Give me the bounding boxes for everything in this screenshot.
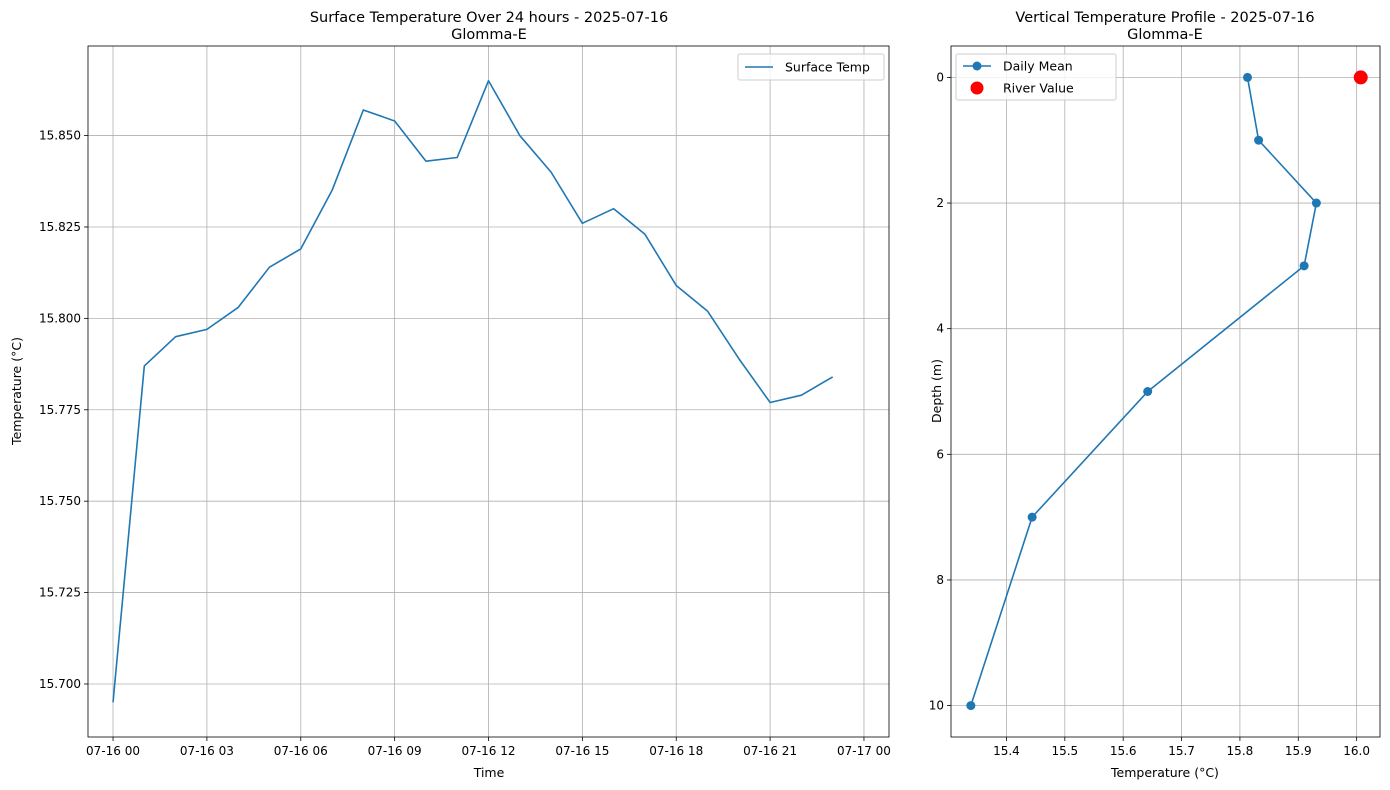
chart2-daily-mean-point <box>1254 135 1264 145</box>
chart1-y-tick-label: 15.725 <box>39 586 81 600</box>
chart2-legend-marker-mean <box>972 61 982 71</box>
chart2-legend-label-mean: Daily Mean <box>1003 59 1073 74</box>
chart1-series-line-surface-temp <box>112 79 834 703</box>
chart1-x-tick-label: 07-16 03 <box>180 744 234 758</box>
chart1-x-tick-label: 07-16 18 <box>649 744 703 758</box>
chart1-y-tick-label: 15.825 <box>39 220 81 234</box>
chart2-subtitle: Glomma-E <box>1127 27 1203 43</box>
chart1-subtitle: Glomma-E <box>451 27 527 43</box>
chart2-daily-mean-point <box>966 701 976 711</box>
chart1-y-ticks: 15.700 15.725 15.750 15.775 15.800 15.825 15.8… <box>39 129 88 691</box>
chart2-daily-mean-point <box>1243 72 1253 82</box>
chart2-daily-mean-point <box>1027 512 1037 522</box>
chart2-x-ticks: 15.4 15.5 15.6 15.7 15.8 15.9 16.0 <box>993 737 1370 758</box>
chart2-x-tick-label: 15.9 <box>1285 744 1312 758</box>
chart1-title: Surface Temperature Over 24 hours - 2025… <box>310 10 668 26</box>
chart2-y-tick-label: 0 <box>936 70 944 84</box>
chart1-x-tick-label: 07-16 09 <box>368 744 422 758</box>
chart2-legend-box <box>955 53 1117 101</box>
chart1-x-tick-label: 07-16 06 <box>274 744 328 758</box>
chart2-river-value-point <box>1353 70 1368 85</box>
chart1-x-ticks: 07-16 00 07-16 03 07-16 06 07-16 09 07-16 12… <box>86 737 891 758</box>
chart2-daily-mean-point <box>1311 198 1321 208</box>
chart2-xlabel: Temperature (°C) <box>1110 765 1219 780</box>
chart2-y-tick-label: 10 <box>929 699 944 713</box>
chart2-y-tick-label: 4 <box>936 322 944 336</box>
vertical-profile-chart: Vertical Temperature Profile - 2025-07-1… <box>929 10 1381 780</box>
chart1-x-tick-label: 07-16 21 <box>743 744 797 758</box>
chart1-x-tick-label: 07-16 12 <box>462 744 516 758</box>
chart2-title: Vertical Temperature Profile - 2025-07-1… <box>1015 10 1314 26</box>
chart2-x-tick-label: 15.4 <box>993 744 1020 758</box>
chart2-y-tick-label: 6 <box>936 447 944 461</box>
chart2-ylabel: Depth (m) <box>929 359 944 423</box>
chart1-legend: Surface Temp <box>737 53 885 81</box>
chart1-y-tick-label: 15.750 <box>39 494 81 508</box>
chart1-y-tick-label: 15.700 <box>39 677 81 691</box>
chart1-xlabel: Time <box>473 765 505 780</box>
chart1-x-tick-label: 07-16 00 <box>86 744 140 758</box>
chart2-y-tick-label: 8 <box>936 573 944 587</box>
chart1-series <box>112 79 834 703</box>
chart2-x-tick-label: 15.5 <box>1051 744 1078 758</box>
chart1-y-tick-label: 15.800 <box>39 311 81 325</box>
chart2-frame <box>950 45 1381 738</box>
chart1-legend-box <box>737 53 885 81</box>
chart2-series <box>966 70 1368 711</box>
chart2-daily-mean-point <box>1299 261 1309 271</box>
surface-temperature-chart: Surface Temperature Over 24 hours - 2025… <box>9 10 891 780</box>
chart2-x-tick-label: 15.7 <box>1168 744 1195 758</box>
chart1-grid <box>88 46 889 737</box>
chart2-x-tick-label: 15.8 <box>1227 744 1254 758</box>
chart2-legend: Daily Mean River Value <box>955 53 1117 101</box>
chart2-grid <box>951 46 1380 737</box>
chart2-daily-mean-point <box>1143 387 1153 396</box>
chart2-legend-label-river: River Value <box>1003 81 1074 96</box>
chart2-y-tick-label: 2 <box>936 196 944 210</box>
chart2-y-ticks: 0 2 4 6 8 10 <box>929 70 951 713</box>
chart2-x-tick-label: 16.0 <box>1343 744 1370 758</box>
chart1-legend-label: Surface Temp <box>785 60 870 75</box>
chart1-ylabel: Temperature (°C) <box>9 337 24 446</box>
chart1-x-tick-label: 07-17 00 <box>837 744 891 758</box>
chart2-x-tick-label: 15.6 <box>1110 744 1137 758</box>
chart1-y-tick-label: 15.850 <box>39 129 81 143</box>
chart2-legend-marker-river <box>970 81 984 95</box>
chart1-frame <box>87 45 890 738</box>
chart1-y-tick-label: 15.775 <box>39 403 81 417</box>
chart1-x-tick-label: 07-16 15 <box>555 744 609 758</box>
